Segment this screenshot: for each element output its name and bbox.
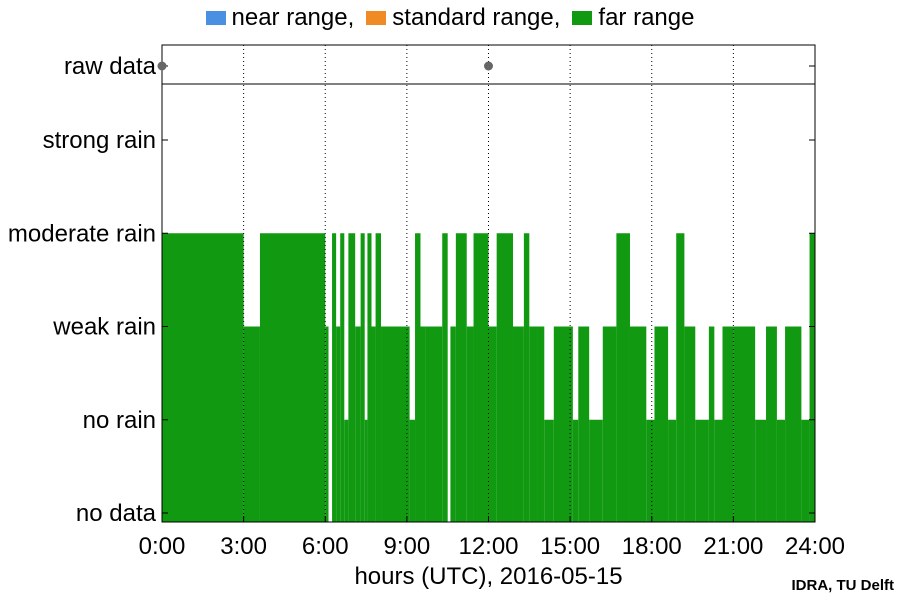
data-bar [544,419,554,522]
legend-swatch [366,11,387,25]
y-tick-label: moderate rain [8,220,156,247]
data-bar [367,233,372,522]
data-bar [572,419,579,522]
x-tick-label: 21:00 [703,533,763,560]
data-bar [450,326,456,522]
data-bar [578,326,590,522]
x-axis-label: hours (UTC), 2016-05-15 [354,563,622,590]
data-bar [722,326,734,522]
y-tick-label: strong rain [43,127,156,154]
data-bar [668,419,677,522]
data-bar [676,233,685,522]
x-tick-label: 6:00 [302,533,349,560]
data-bar [529,326,538,522]
data-bar [409,419,416,522]
data-bar [332,233,337,522]
data-bar [766,326,777,522]
data-bar [695,419,709,522]
data-bar [336,326,341,522]
data-bar [616,233,630,522]
data-bar [425,326,443,522]
data-bar [589,419,603,522]
legend-item: far range [572,4,694,32]
data-bar [344,419,349,522]
chart-legend: near range, standard range, far range [0,4,900,32]
data-bar [646,419,655,522]
data-bar [473,233,489,522]
legend-item: near range, [205,4,355,32]
data-bar [340,233,345,522]
data-bar [496,233,513,522]
data-bar [809,233,815,522]
data-bar [801,419,810,522]
data-bar [415,233,421,522]
data-bar [733,326,756,522]
data-bar [420,326,426,522]
x-tick-label: 18:00 [622,533,682,560]
data-bar [466,326,474,522]
data-bar [785,326,802,522]
legend-item: standard range, [366,4,560,32]
data-bar [512,326,524,522]
data-bar [708,326,715,522]
data-bar [714,419,723,522]
data-bar [523,233,530,522]
data-bar [629,326,647,522]
data-bar [371,326,376,522]
credit-label: IDRA, TU Delft [791,577,895,594]
raw-data-label: raw data [64,53,157,80]
data-bar [684,326,696,522]
data-bar [259,233,326,522]
x-tick-label: 9:00 [384,533,431,560]
data-bar [537,326,545,522]
data-bar [360,233,365,522]
data-bar [355,326,361,522]
legend-swatch [205,11,226,25]
data-bar [602,326,617,522]
data-bar [455,233,467,522]
x-tick-label: 3:00 [220,533,267,560]
data-bar [553,326,573,522]
data-bar [488,326,497,522]
data-bar [364,419,368,522]
data-bar [348,233,356,522]
data-bar [654,326,669,522]
data-bar [375,233,382,522]
data-bar [755,419,767,522]
legend-swatch [572,11,593,25]
x-tick-label: 12:00 [458,533,518,560]
raw-data-point [484,61,493,71]
x-tick-label: 24:00 [785,533,845,560]
y-tick-label: no rain [83,407,156,434]
data-bar [243,326,260,522]
legend-label: far range [598,4,695,31]
data-bar [162,233,244,522]
data-bar [381,326,410,522]
raw-data-point [157,61,167,71]
legend-label: standard range, [392,4,561,31]
x-tick-label: 15:00 [540,533,600,560]
y-tick-label: no data [76,500,157,527]
data-bar [776,419,786,522]
data-bar [442,233,448,522]
data-bar [325,326,329,522]
x-tick-label: 0:00 [139,533,186,560]
legend-label: near range, [231,4,355,31]
y-tick-label: weak rain [52,314,156,341]
